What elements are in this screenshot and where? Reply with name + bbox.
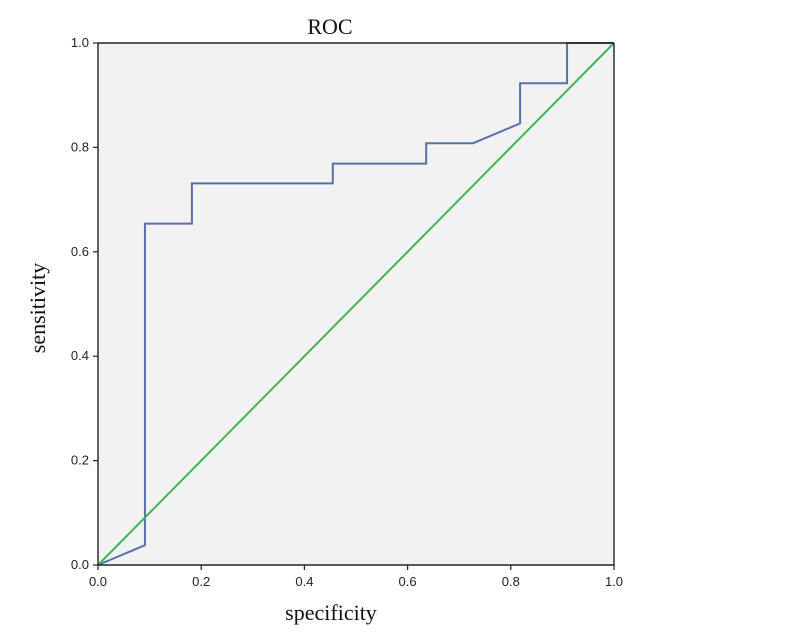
y-tick-label: 0.2 (71, 453, 89, 468)
x-tick-label: 0.6 (399, 574, 417, 589)
x-tick-label: 0.0 (89, 574, 107, 589)
x-tick-label: 0.4 (295, 574, 313, 589)
x-axis-title: specificity (285, 600, 377, 625)
x-tick-label: 1.0 (605, 574, 623, 589)
y-axis: 0.0 0.2 0.4 0.6 0.8 1.0 (71, 35, 98, 572)
y-tick-label: 0.8 (71, 139, 89, 154)
y-tick-label: 0.0 (71, 557, 89, 572)
series-layer (97, 42, 615, 566)
y-axis-title: sensitivity (25, 263, 50, 353)
roc-curve-line (97, 42, 614, 566)
chart-title: ROC (307, 14, 352, 39)
y-tick-label: 1.0 (71, 35, 89, 50)
reference-line (97, 42, 615, 566)
y-tick-label: 0.4 (71, 348, 89, 363)
y-tick-label: 0.6 (71, 244, 89, 259)
x-tick-label: 0.2 (192, 574, 210, 589)
x-axis: 0.0 0.2 0.4 0.6 0.8 1.0 (89, 565, 623, 589)
x-tick-label: 0.8 (502, 574, 520, 589)
